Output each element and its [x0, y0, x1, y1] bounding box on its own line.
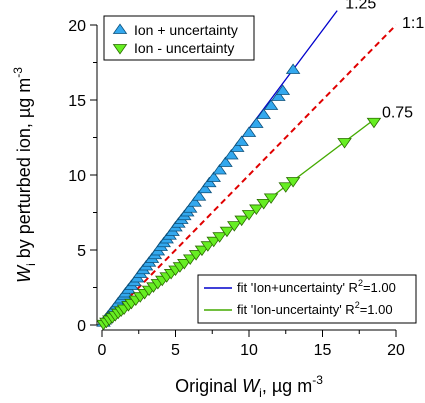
data-point-plus: [241, 126, 257, 137]
x-tick-label: 15: [314, 342, 332, 359]
y-tick-label: 10: [68, 168, 86, 185]
x-tick-label: 0: [98, 342, 107, 359]
data-point-plus: [224, 148, 239, 160]
x-tick-label: 20: [387, 342, 405, 359]
data-point-minus: [241, 210, 257, 221]
data-point-minus: [337, 138, 352, 149]
data-point-minus: [285, 177, 301, 188]
data-point-plus: [285, 63, 301, 74]
data-point-plus: [187, 196, 202, 207]
data-point-plus: [271, 90, 286, 101]
one-to-one-line: [101, 24, 397, 326]
legend-marker: [112, 23, 128, 34]
data-point-minus: [263, 193, 279, 204]
data-point-minus: [256, 198, 271, 210]
data-point-minus: [212, 232, 227, 243]
legend-marker: [112, 44, 128, 55]
data-point-plus: [212, 163, 227, 175]
data-point-plus: [206, 171, 221, 182]
x-axis-label: Original Wi, µg m-3: [175, 373, 323, 400]
legend-entry-label: Ion + uncertainty: [134, 22, 238, 38]
data-point-minus: [278, 182, 294, 193]
data-point-plus: [229, 141, 245, 152]
legend-entry-label: Ion - uncertainty: [134, 40, 234, 56]
data-point-plus: [275, 84, 291, 95]
y-tick-label: 15: [68, 93, 86, 110]
data-point-minus: [249, 204, 264, 216]
y-tick-label: 20: [68, 18, 86, 35]
legend-bottom: [197, 274, 417, 324]
data-point-minus: [227, 221, 242, 232]
x-tick-label: 10: [240, 342, 258, 359]
y-tick-label: 0: [77, 318, 86, 335]
data-point-minus: [182, 254, 198, 265]
data-point-minus: [219, 226, 235, 238]
data-point-minus: [177, 258, 192, 270]
data-point-minus: [366, 117, 382, 129]
one-to-one-label: 1:1: [402, 15, 424, 32]
data-point-plus: [182, 202, 198, 213]
data-point-minus: [206, 236, 221, 248]
data-point-plus: [218, 156, 233, 167]
data-point-minus: [194, 245, 210, 257]
fit-line-label: 1.25: [345, 0, 376, 13]
data-point-minus: [234, 215, 249, 227]
data-point-plus: [256, 108, 271, 119]
x-tick-label: 5: [171, 342, 180, 359]
data-point-plus: [249, 117, 264, 128]
legend-fit-label: fit 'Ion-uncertainty' R2=1.00: [237, 300, 393, 317]
data-point-plus: [263, 99, 279, 110]
data-point-minus: [200, 241, 216, 252]
data-point-plus: [202, 176, 217, 188]
fit-line-label: 0.75: [382, 105, 413, 122]
legend-fit-label: fit 'Ion+uncertainty' R2=1.00: [237, 278, 396, 295]
data-point-minus: [188, 250, 204, 261]
data-point-plus: [197, 182, 213, 194]
legend-top: [103, 15, 255, 61]
y-axis-label: Wi by perturbed ion, µg m-3: [11, 67, 38, 283]
y-tick-label: 5: [77, 243, 86, 260]
data-point-plus: [234, 135, 249, 146]
data-point-plus: [191, 190, 207, 201]
